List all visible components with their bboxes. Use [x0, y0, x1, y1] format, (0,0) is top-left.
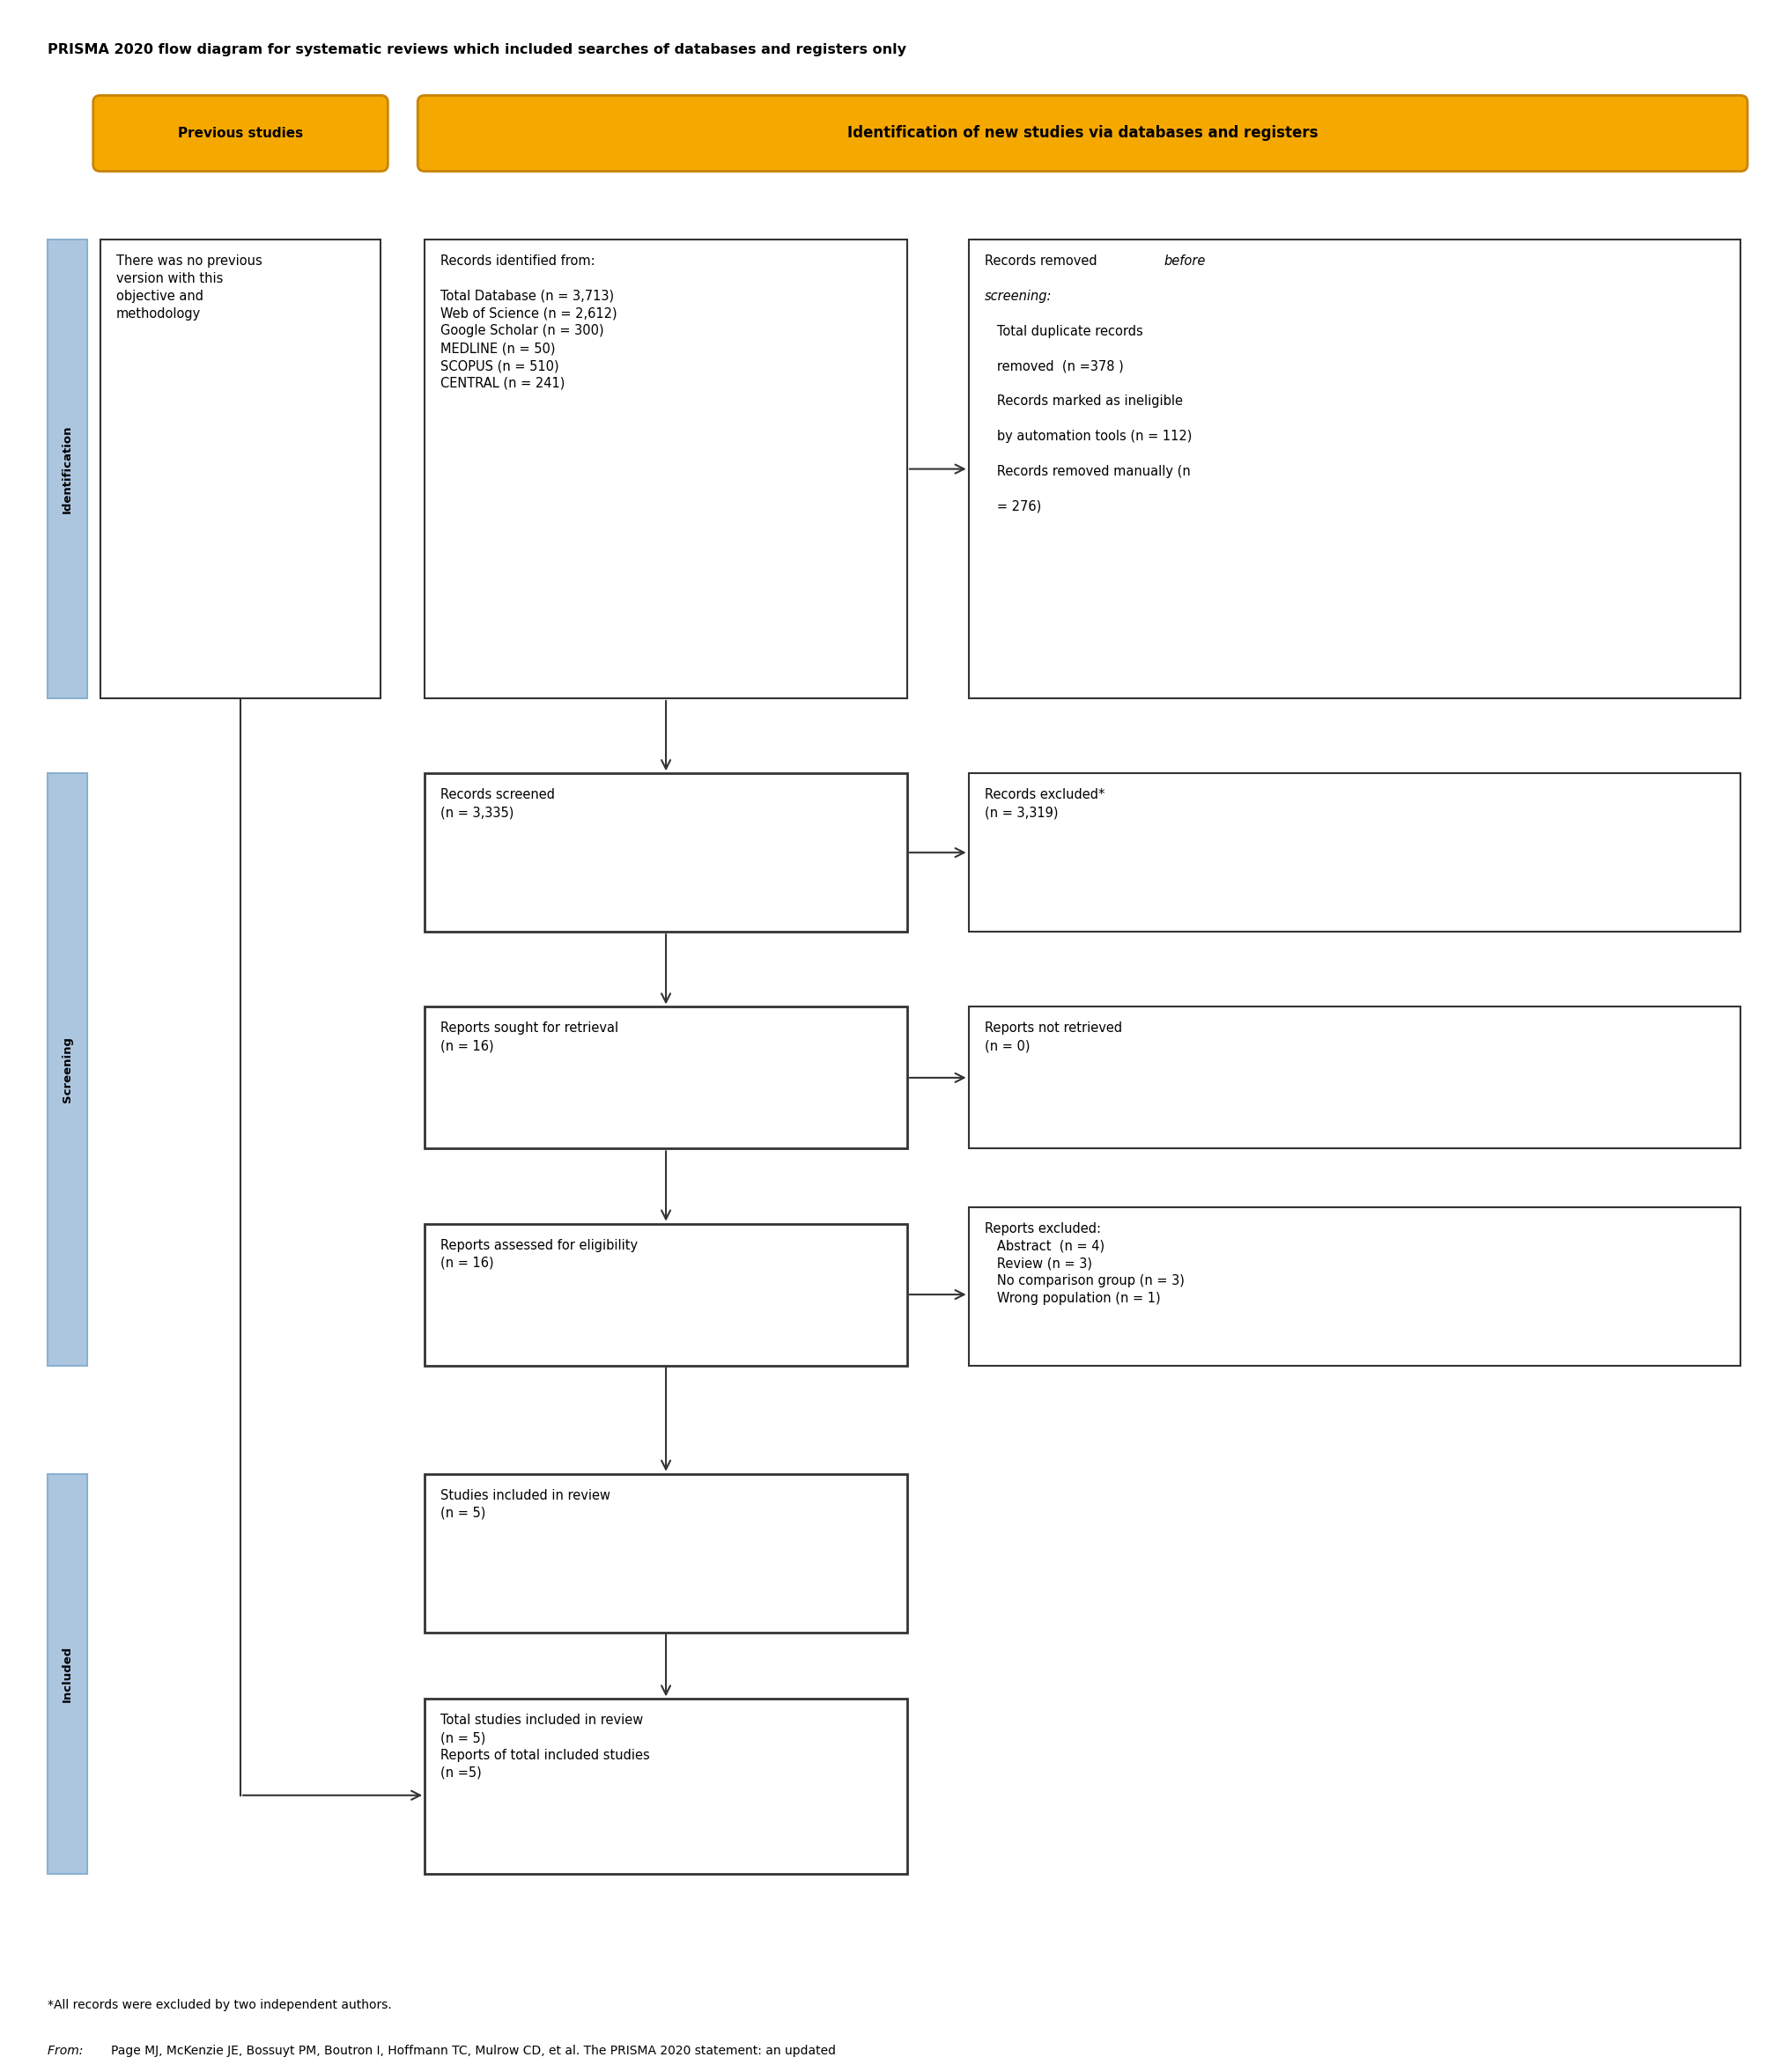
Text: Reports excluded:
   Abstract  (n = 4)
   Review (n = 3)
   No comparison group : Reports excluded: Abstract (n = 4) Revie… [985, 1222, 1184, 1305]
Bar [48, 240, 88, 698]
Text: removed  (n =378 ): removed (n =378 ) [985, 361, 1123, 373]
Bar [426, 1225, 907, 1365]
Text: Screening: Screening [61, 1036, 73, 1102]
FancyBboxPatch shape [418, 95, 1747, 172]
Text: Previous studies: Previous studies [179, 126, 304, 141]
Bar [48, 773, 88, 1365]
Text: Total studies included in review
(n = 5)
Reports of total included studies
(n =5: Total studies included in review (n = 5)… [440, 1714, 649, 1780]
Bar [426, 773, 907, 932]
Text: by automation tools (n = 112): by automation tools (n = 112) [985, 429, 1191, 443]
Text: Reports sought for retrieval
(n = 16): Reports sought for retrieval (n = 16) [440, 1021, 619, 1053]
Text: Records screened
(n = 3,335): Records screened (n = 3,335) [440, 787, 554, 818]
Text: Reports assessed for eligibility
(n = 16): Reports assessed for eligibility (n = 16… [440, 1239, 638, 1270]
Text: *All records were excluded by two independent authors.: *All records were excluded by two indepe… [48, 1999, 392, 2012]
Bar [969, 1007, 1740, 1148]
Text: Included: Included [61, 1645, 73, 1703]
Text: Page MJ, McKenzie JE, Bossuyt PM, Boutron I, Hoffmann TC, Mulrow CD, et al. The : Page MJ, McKenzie JE, Bossuyt PM, Boutro… [111, 2045, 835, 2057]
Text: Records removed manually (n: Records removed manually (n [985, 464, 1191, 479]
Text: screening:: screening: [985, 290, 1051, 303]
Text: Records identified from:

Total Database (n = 3,713)
Web of Science (n = 2,612)
: Records identified from: Total Database … [440, 255, 617, 390]
Text: From:: From: [48, 2045, 88, 2057]
Text: Records removed: Records removed [985, 255, 1101, 267]
Text: Studies included in review
(n = 5): Studies included in review (n = 5) [440, 1490, 610, 1519]
Text: before: before [1164, 255, 1205, 267]
Text: Identification: Identification [61, 425, 73, 514]
Text: There was no previous
version with this
objective and
methodology: There was no previous version with this … [116, 255, 261, 321]
FancyBboxPatch shape [93, 95, 388, 172]
Text: Records excluded*
(n = 3,319): Records excluded* (n = 3,319) [985, 787, 1105, 818]
Text: = 276): = 276) [985, 499, 1041, 514]
Bar [426, 240, 907, 698]
Bar [426, 1473, 907, 1633]
Bar [969, 773, 1740, 932]
Text: Reports not retrieved
(n = 0): Reports not retrieved (n = 0) [985, 1021, 1121, 1053]
Bar [969, 1208, 1740, 1365]
Text: PRISMA 2020 flow diagram for systematic reviews which included searches of datab: PRISMA 2020 flow diagram for systematic … [48, 44, 907, 56]
Text: Total duplicate records: Total duplicate records [985, 325, 1143, 338]
Bar [969, 240, 1740, 698]
Bar [48, 1473, 88, 1873]
Text: Records marked as ineligible: Records marked as ineligible [985, 396, 1182, 408]
Bar [426, 1699, 907, 1873]
Text: Identification of new studies via databases and registers: Identification of new studies via databa… [848, 126, 1318, 141]
Bar [100, 240, 381, 698]
Bar [426, 1007, 907, 1148]
